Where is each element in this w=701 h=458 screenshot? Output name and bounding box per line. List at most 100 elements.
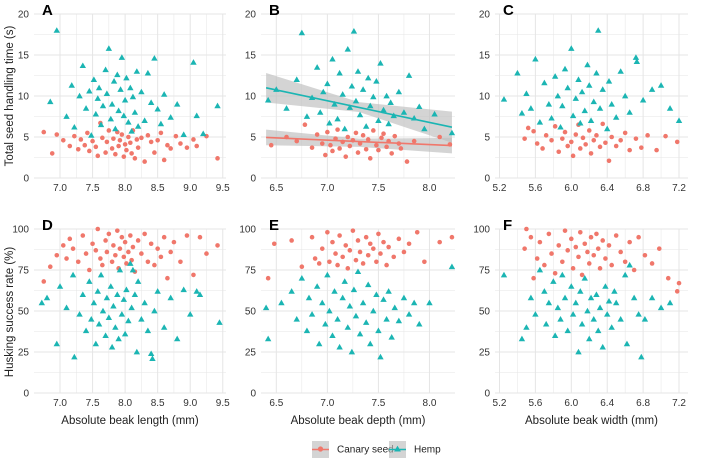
data-point-hemp [160,91,168,97]
data-point-hemp [564,84,571,91]
y-tick-label: 5 [23,133,29,144]
data-point-hemp [127,260,134,266]
data-point-hemp [92,110,100,117]
series-hemp [500,27,683,132]
data-point-hemp [575,348,582,355]
data-point-canary-seed [178,259,183,265]
data-point-hemp [344,324,351,330]
data-point-canary-seed [381,131,386,137]
data-point-hemp [400,109,408,115]
data-point-canary-seed [579,272,585,278]
data-point-canary-seed [353,130,359,136]
legend-key-canary-seed [312,441,329,458]
x-tick-label: 8.0 [118,183,132,194]
data-point-hemp [173,101,181,107]
data-point-hemp [154,105,161,112]
data-point-canary-seed [357,141,363,146]
data-point-hemp [71,353,78,360]
data-point-hemp [69,271,77,278]
data-point-hemp [160,324,168,330]
data-point-canary-seed [549,251,554,256]
data-point-hemp [370,93,377,100]
data-point-canary-seed [191,137,196,142]
data-point-hemp [375,327,382,334]
data-point-hemp [71,123,78,130]
data-point-canary-seed [337,233,342,238]
data-point-canary-seed [168,146,173,151]
data-point-canary-seed [271,241,277,247]
data-point-canary-seed [109,259,115,265]
data-point-canary-seed [663,133,668,139]
data-point-canary-seed [556,149,562,155]
y-tick-label: 10 [18,92,30,103]
data-point-hemp [112,125,119,132]
data-point-canary-seed [87,267,92,273]
x-axis-label: Absolute beak length (mm) [61,415,199,427]
data-point-hemp [341,278,348,284]
data-point-canary-seed [70,246,76,251]
data-point-canary-seed [600,121,606,127]
data-point-hemp [147,99,155,105]
data-point-hemp [354,68,362,74]
data-point-hemp [608,324,615,330]
data-point-canary-seed [158,130,164,136]
data-point-canary-seed [639,145,644,150]
data-point-canary-seed [113,252,118,258]
data-point-hemp [561,294,569,301]
data-point-hemp [416,320,423,327]
data-point-hemp [572,95,579,101]
data-point-hemp [173,335,181,342]
series-hemp [47,27,221,138]
data-point-hemp [405,311,413,317]
data-point-canary-seed [337,146,342,151]
y-tick-label: 50 [245,307,257,318]
data-point-hemp [95,320,103,327]
data-point-hemp [611,288,618,294]
data-point-hemp [102,332,109,338]
y-tick-label: 50 [479,307,491,318]
data-point-hemp [352,312,360,319]
data-point-hemp [320,88,327,95]
data-point-hemp [400,294,408,301]
data-point-canary-seed [396,236,402,242]
data-point-hemp [339,91,346,97]
data-point-hemp [523,324,530,330]
data-point-hemp [116,266,124,273]
data-point-hemp [76,92,83,99]
data-point-canary-seed [609,262,614,268]
y-tick-label: 0 [23,174,29,185]
data-point-hemp [38,299,46,306]
data-point-hemp [114,291,121,297]
data-point-canary-seed [627,239,632,245]
data-point-hemp [590,316,597,322]
data-point-canary-seed [328,142,333,148]
data-point-canary-seed [376,147,381,153]
data-point-canary-seed [560,259,565,265]
data-point-canary-seed [631,267,637,273]
data-point-hemp [97,271,105,278]
x-tick-label: 6.8 [636,183,650,194]
data-point-hemp [621,92,629,99]
data-point-canary-seed [80,233,86,238]
panels: 7.0 7.5 8.0 8.5 9.0 9.5 0 5 10 15 20 A 6.5 7.0 7.5 8.0 0… [12,2,688,427]
data-point-canary-seed [384,144,389,150]
data-point-hemp [288,288,295,294]
data-point-hemp [367,102,374,109]
data-point-hemp [317,109,324,115]
data-point-hemp [115,335,122,342]
series-canary-seed [522,226,682,294]
data-point-canary-seed [130,244,136,250]
data-point-hemp [373,78,380,84]
data-point-canary-seed [437,134,442,140]
data-point-hemp [331,101,338,107]
data-point-canary-seed [323,152,328,158]
data-point-canary-seed [381,239,386,245]
data-point-canary-seed [111,243,116,248]
y-tick-label: 5 [484,133,490,144]
data-point-canary-seed [378,251,383,256]
data-point-canary-seed [132,156,138,161]
legend: Canary seed Hemp [312,441,441,458]
data-point-hemp [107,283,114,289]
data-point-canary-seed [142,231,147,237]
data-point-hemp [500,271,508,278]
